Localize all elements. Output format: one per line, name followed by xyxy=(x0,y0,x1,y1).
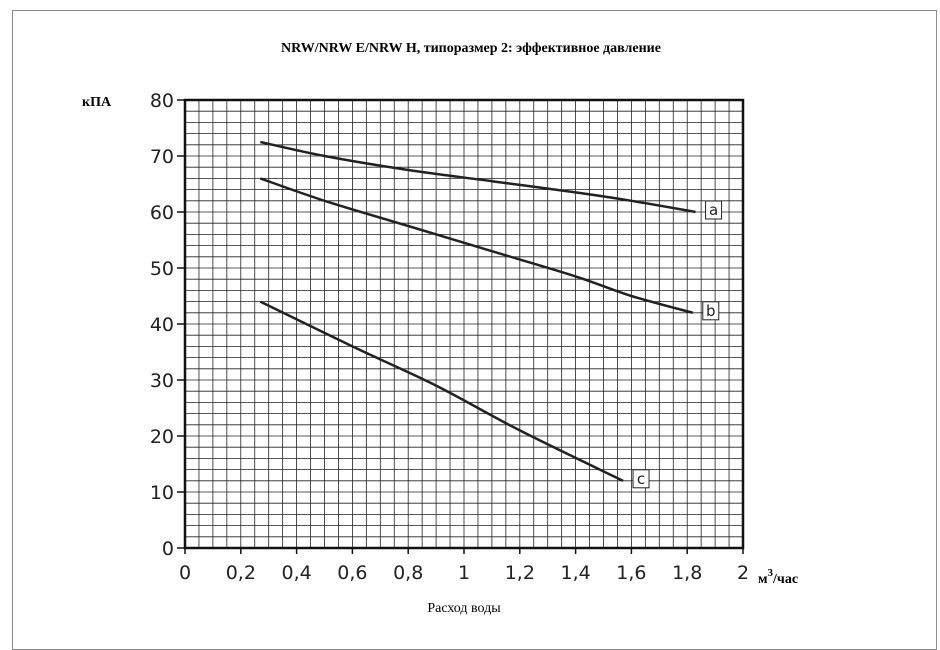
y-tick-label: 70 xyxy=(150,146,174,168)
series-label-b: b xyxy=(706,302,716,320)
y-tick-label: 60 xyxy=(150,202,174,224)
chart-frame xyxy=(12,10,937,650)
x-tick-label: 0,6 xyxy=(337,562,367,584)
series-line-c xyxy=(259,300,624,482)
x-tick-label: 2 xyxy=(737,562,749,584)
y-axis-unit: кПА xyxy=(82,95,112,110)
y-tick-label: 0 xyxy=(162,538,174,560)
series-label-c: c xyxy=(637,470,645,488)
x-tick-label: 0,4 xyxy=(281,562,311,584)
x-tick-label: 1,6 xyxy=(616,562,646,584)
y-tick-label: 20 xyxy=(150,426,174,448)
series-label-box-c xyxy=(632,469,650,489)
x-tick-label: 0 xyxy=(179,562,191,584)
x-tick-label: 1,2 xyxy=(505,562,535,584)
y-tick-label: 30 xyxy=(150,370,174,392)
y-tick-label: 40 xyxy=(150,314,174,336)
x-axis-unit: м3/час xyxy=(758,567,798,587)
series-label-box-a xyxy=(705,200,723,220)
x-tick-label: 0,2 xyxy=(226,562,256,584)
y-tick-label: 50 xyxy=(150,258,174,280)
x-tick-label: 1,4 xyxy=(560,562,590,584)
x-tick-label: 1 xyxy=(458,562,470,584)
x-axis-title: Расход воды xyxy=(427,601,501,616)
series-line-b xyxy=(259,177,694,315)
chart-title: NRW/NRW E/NRW H, типоразмер 2: эффективн… xyxy=(281,41,661,56)
series-label-box-b xyxy=(702,301,720,321)
y-tick-label: 80 xyxy=(150,90,174,112)
pressure-chart: NRW/NRW E/NRW H, типоразмер 2: эффективн… xyxy=(82,41,798,616)
tick-labels: 0 0,2 0,4 0,6 0,8 1 1,2 1,4 1,6 1,8 20102030405060… xyxy=(150,90,749,584)
grid xyxy=(183,98,745,550)
x-tick-label: 0,8 xyxy=(393,562,423,584)
x-tick-label: 1,8 xyxy=(672,562,702,584)
series-label-a: a xyxy=(709,201,718,219)
y-tick-label: 10 xyxy=(150,482,174,504)
series: a b c xyxy=(259,140,723,489)
series-line-a xyxy=(260,140,696,214)
